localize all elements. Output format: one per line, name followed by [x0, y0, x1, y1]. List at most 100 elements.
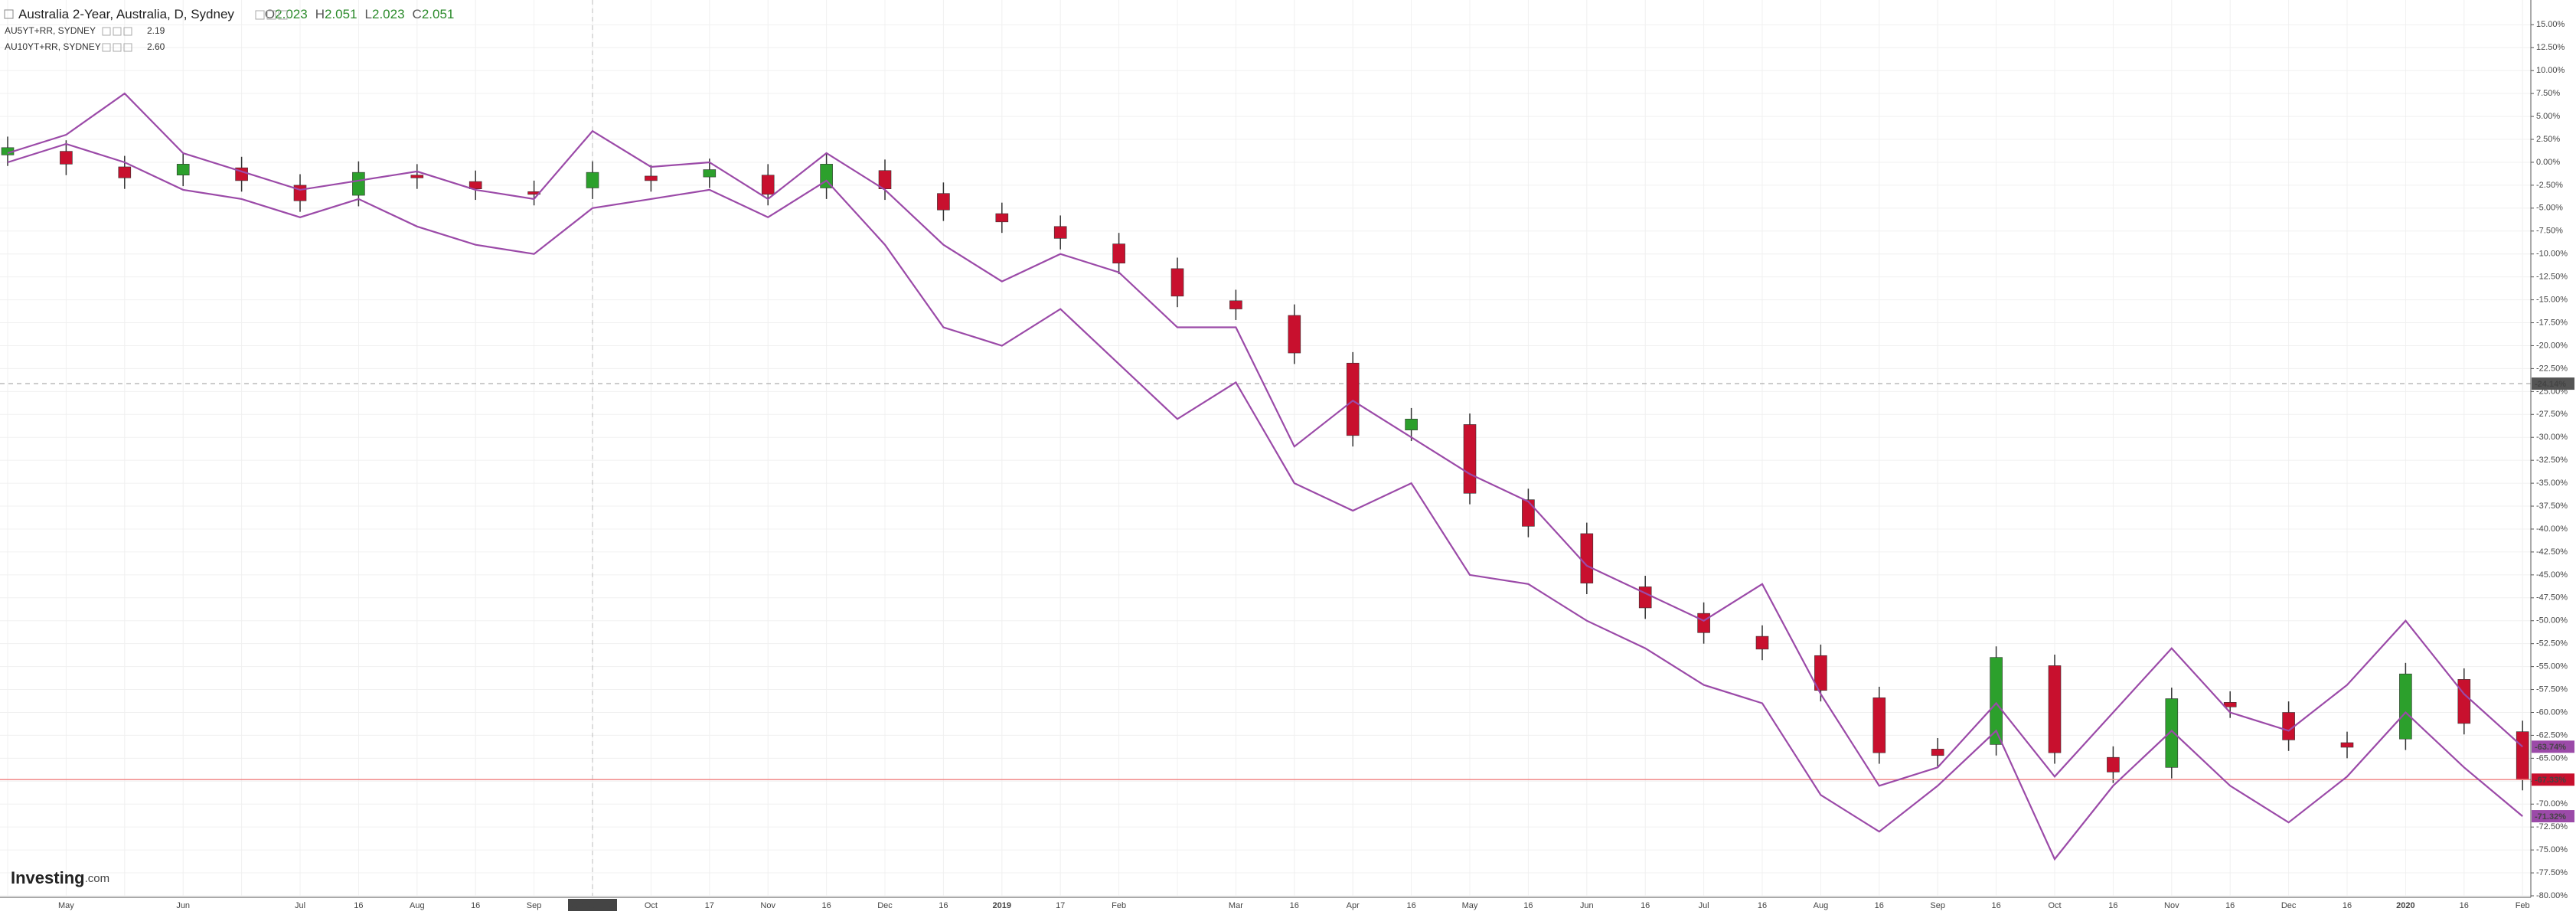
legend-title-row: Australia 2-Year, Australia, D, Sydney O2… — [18, 7, 454, 21]
y-tick-label: -27.50% — [2536, 410, 2568, 419]
y-tick-label: -30.00% — [2536, 433, 2568, 442]
legend-control — [123, 43, 132, 52]
candle-body — [176, 164, 190, 176]
candle-body — [1229, 300, 1242, 309]
candle-body — [703, 169, 717, 178]
line-series — [7, 142, 2523, 861]
y-tick-label: -80.00% — [2536, 891, 2568, 900]
candle-body — [1463, 424, 1477, 494]
candle-body — [410, 175, 424, 178]
x-tick-label: 16 — [1991, 901, 2000, 910]
x-tick-label: Oct — [2048, 901, 2061, 910]
y-tick-label: -22.50% — [2536, 364, 2568, 373]
x-tick-label: 2020 — [2396, 901, 2414, 910]
x-tick-label: 16 — [2225, 901, 2235, 910]
y-tick-label: -57.50% — [2536, 684, 2568, 694]
crosshair-label: -24.14% — [2535, 380, 2566, 389]
y-tick-label: -42.50% — [2536, 547, 2568, 557]
crosshair-x-box — [568, 899, 617, 911]
ohlc-key: C — [413, 7, 422, 21]
legend-series-value: 2.19 — [147, 25, 165, 36]
x-tick-label: 2019 — [993, 901, 1011, 910]
candle-body — [1755, 635, 1769, 650]
candle-body — [2107, 756, 2120, 773]
y-tick-label: 7.50% — [2536, 89, 2560, 98]
y-tick-label: -2.50% — [2536, 181, 2563, 190]
candle-body — [2165, 698, 2179, 768]
last-value-label: -63.74% — [2535, 743, 2566, 752]
x-tick-label: 16 — [1406, 901, 1415, 910]
candle-body — [1931, 749, 1944, 756]
x-tick-label: 16 — [1523, 901, 1533, 910]
y-tick-label: -52.50% — [2536, 639, 2568, 648]
x-tick-label: Jun — [176, 901, 190, 910]
x-tick-label: 16 — [1641, 901, 1650, 910]
x-tick-label: May — [58, 901, 74, 910]
candle-body — [645, 175, 658, 181]
y-tick-label: -12.50% — [2536, 273, 2568, 282]
y-tick-label: 15.00% — [2536, 20, 2565, 29]
crosshair-label-box — [2532, 377, 2574, 390]
y-tick-label: -75.00% — [2536, 845, 2568, 854]
y-tick-label: -32.50% — [2536, 456, 2568, 465]
legend-series-name: AU10YT+RR, SYDNEY — [5, 41, 101, 52]
candle-body — [60, 151, 73, 165]
candle-body — [1580, 533, 1594, 583]
y-tick-label: -40.00% — [2536, 524, 2568, 534]
legend-control — [123, 27, 132, 36]
x-tick-label: Oct — [645, 901, 658, 910]
candle-body — [1814, 655, 1827, 691]
legend-control — [266, 10, 276, 20]
candle-body — [1697, 613, 1710, 633]
y-tick-label: -62.50% — [2536, 730, 2568, 740]
y-tick-label: -60.00% — [2536, 707, 2568, 717]
x-tick-label: Jul — [1699, 901, 1709, 910]
last-value-label-box — [2532, 740, 2574, 753]
candle-body — [1112, 243, 1125, 263]
legend-control — [102, 27, 111, 36]
x-tick-label: Sep — [1930, 901, 1945, 910]
y-tick-label: -5.00% — [2536, 204, 2563, 213]
candle-body — [1522, 499, 1535, 527]
candle-body — [1638, 586, 1652, 609]
x-tick-label: Dec — [877, 901, 893, 910]
x-tick-label: 16 — [821, 901, 831, 910]
ohlc-value: 2.023 — [275, 7, 308, 21]
candle-body — [2516, 731, 2529, 780]
candle-body — [2048, 665, 2062, 753]
y-tick-label: -20.00% — [2536, 341, 2568, 350]
x-tick-label: 2018-09-16 — [571, 901, 614, 910]
candle-body — [2340, 742, 2354, 748]
legend-control — [102, 43, 111, 52]
x-tick-label: Aug — [1814, 901, 1829, 910]
candle-body — [1405, 418, 1418, 430]
candle-body — [761, 175, 775, 195]
legend-control — [255, 10, 265, 20]
x-tick-label: Sep — [527, 901, 542, 910]
y-tick-label: -70.00% — [2536, 799, 2568, 809]
x-tick-label: 16 — [1290, 901, 1299, 910]
x-tick-label: 17 — [1056, 901, 1065, 910]
candle-body — [2282, 712, 2295, 740]
x-tick-label: Feb — [2516, 901, 2530, 910]
ohlc-key: L — [365, 7, 372, 21]
last-value-label-box — [2532, 773, 2574, 786]
x-tick-label: 16 — [354, 901, 363, 910]
y-tick-label: -37.50% — [2536, 501, 2568, 511]
legend-series-name: AU5YT+RR, SYDNEY — [5, 25, 96, 36]
last-value-label-box — [2532, 810, 2574, 823]
candle-body — [352, 172, 365, 196]
ohlc-value: 2.051 — [325, 7, 358, 21]
x-tick-label: 16 — [2343, 901, 2352, 910]
x-tick-label: 17 — [705, 901, 714, 910]
x-tick-label: 16 — [471, 901, 480, 910]
x-tick-label: 16 — [2108, 901, 2117, 910]
watermark: Investing.com — [11, 868, 109, 887]
y-tick-label: -50.00% — [2536, 616, 2568, 626]
last-value-label: -71.32% — [2535, 812, 2566, 822]
candle-body — [293, 185, 307, 201]
watermark-suffix: .com — [85, 872, 110, 885]
legend-control — [278, 10, 288, 20]
